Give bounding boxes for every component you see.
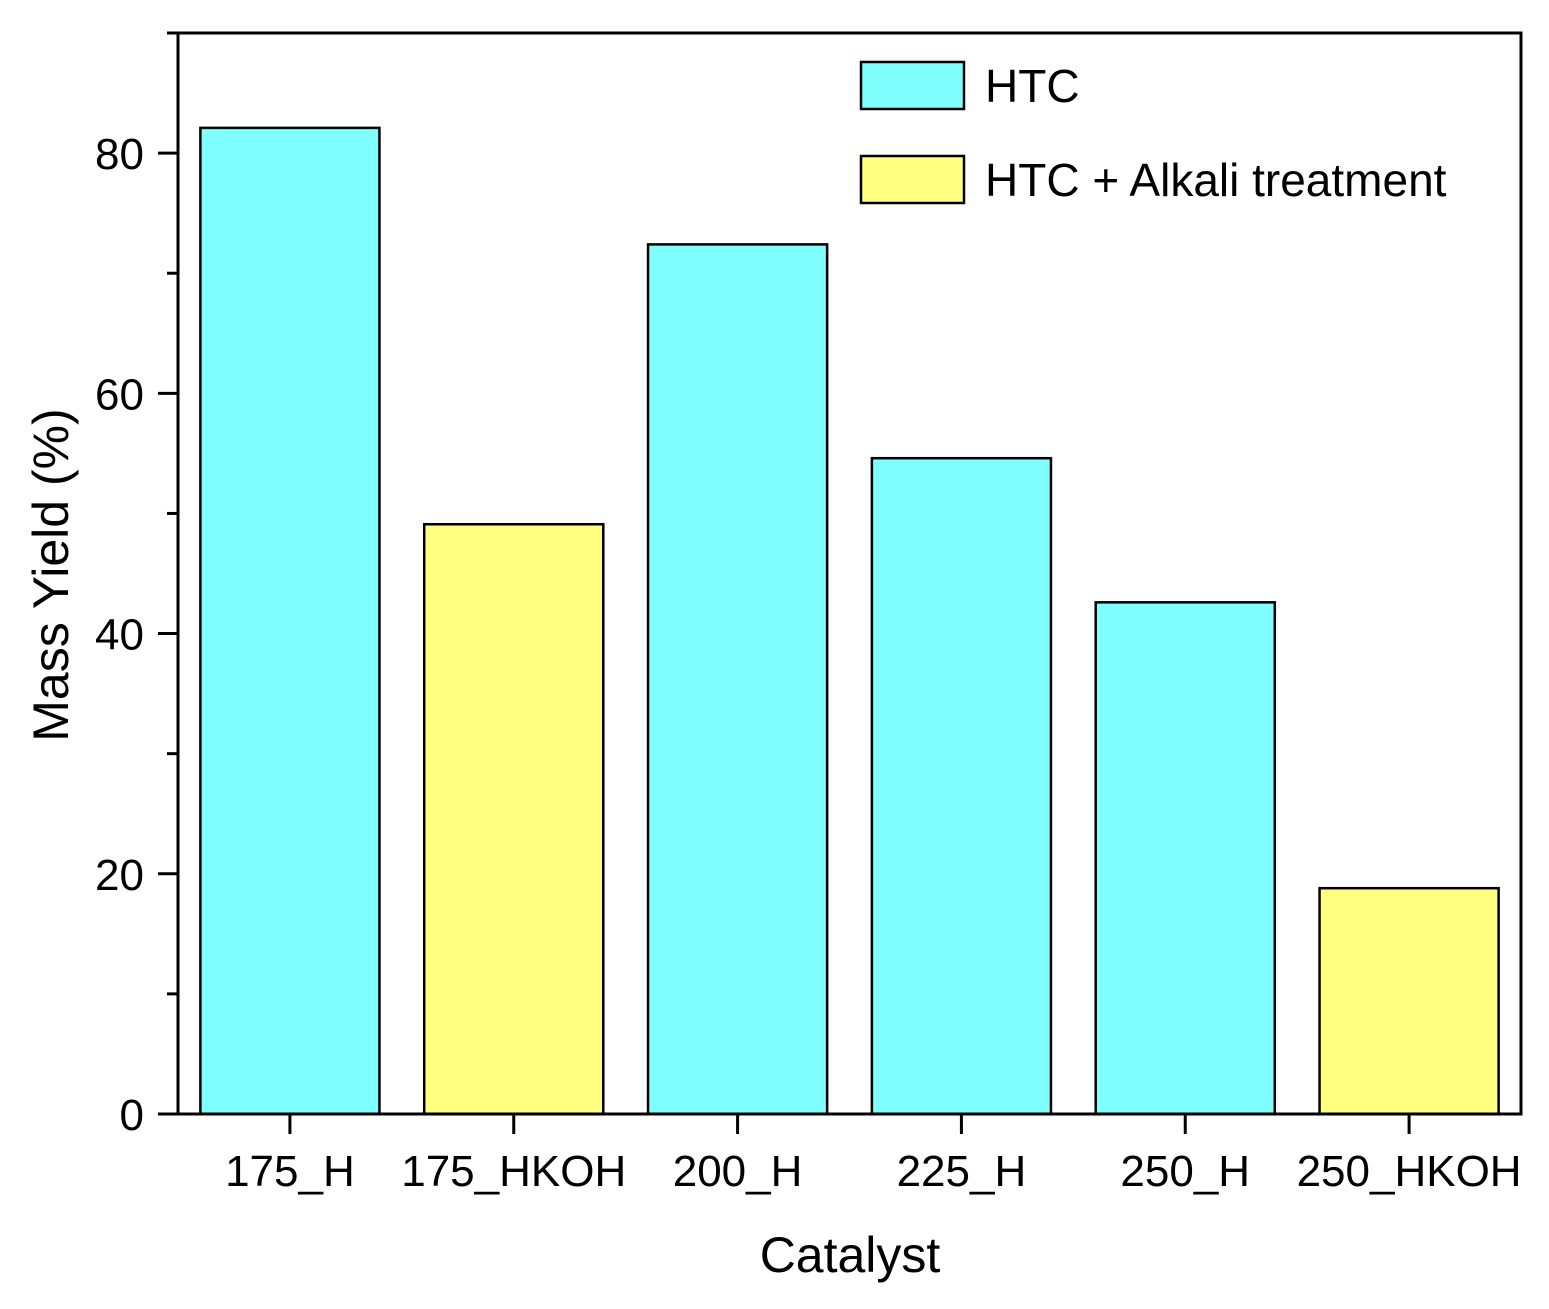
legend: HTC HTC + Alkali treatment — [859, 60, 1447, 206]
x-tick-label: 250_H — [1120, 1147, 1250, 1196]
x-tick-label: 250_HKOH — [1297, 1147, 1522, 1196]
bar-175-h — [199, 126, 381, 1116]
y-tick-label: 60 — [95, 370, 144, 419]
x-tick-label: 175_H — [225, 1147, 355, 1196]
plot-frame — [176, 31, 1523, 1116]
y-tick-label: 40 — [95, 611, 144, 660]
x-tick-label: 175_HKOH — [401, 1147, 626, 1196]
y-tick-label: 0 — [120, 1091, 144, 1140]
legend-label: HTC + Alkali treatment — [985, 154, 1447, 206]
legend-swatch — [859, 60, 966, 111]
y-axis-title: Mass Yield (%) — [23, 408, 79, 741]
bar-175-hkoh — [422, 523, 605, 1116]
x-tick-label: 225_H — [897, 1147, 1027, 1196]
y-tick-label: 20 — [95, 851, 144, 900]
legend-swatch — [859, 154, 966, 205]
bar-250-hkoh — [1318, 886, 1500, 1116]
x-axis-title: Catalyst — [760, 1227, 941, 1283]
bar-250-h — [1094, 601, 1277, 1116]
y-tick-label: 80 — [95, 130, 144, 179]
bars-layer — [199, 126, 1500, 1116]
ticks-layer: 0 20 40 60 80 175_H 175_HKOH 200_H 225_H 250_H 250… — [95, 31, 1522, 1196]
x-tick-label: 200_H — [673, 1147, 803, 1196]
bar-200-h — [646, 243, 829, 1116]
bar-225-h — [870, 456, 1053, 1116]
axes-layer — [176, 31, 1523, 1116]
legend-label: HTC — [985, 60, 1080, 112]
